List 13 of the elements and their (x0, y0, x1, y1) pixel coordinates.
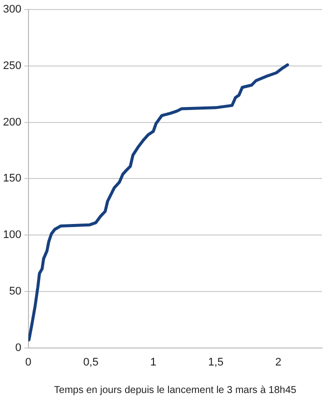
y-tick-label: 0 (15, 342, 22, 354)
y-tick-label: 250 (2, 60, 22, 72)
x-tick-label: 0 (25, 356, 32, 368)
x-tick-label: 1,5 (208, 356, 224, 368)
y-tick-label: 200 (2, 116, 22, 128)
y-tick-label: 300 (2, 4, 22, 16)
y-tick-label: 50 (9, 285, 22, 298)
x-tick-label: 2 (275, 356, 282, 368)
x-axis-title: Temps en jours depuis le lancement le 3 mars à 18h45 (54, 384, 297, 396)
x-tick-label: 1 (150, 356, 156, 368)
y-tick-label: 100 (2, 229, 22, 242)
x-tick-label: 0,5 (83, 356, 98, 368)
y-tick-label: 150 (2, 172, 22, 185)
